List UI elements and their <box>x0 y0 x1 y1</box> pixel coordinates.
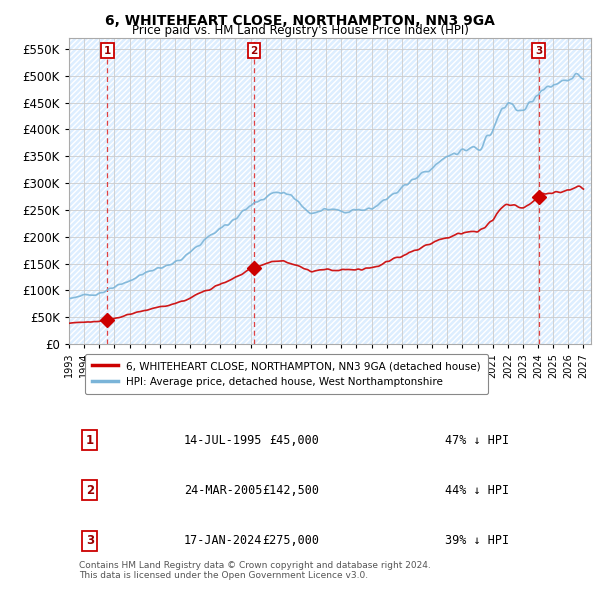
Text: 3: 3 <box>535 45 542 55</box>
Text: 2: 2 <box>86 484 94 497</box>
Text: Contains HM Land Registry data © Crown copyright and database right 2024.
This d: Contains HM Land Registry data © Crown c… <box>79 561 431 581</box>
Legend: 6, WHITEHEART CLOSE, NORTHAMPTON, NN3 9GA (detached house), HPI: Average price, : 6, WHITEHEART CLOSE, NORTHAMPTON, NN3 9G… <box>85 354 488 394</box>
Text: 1: 1 <box>104 45 111 55</box>
Text: 2: 2 <box>250 45 257 55</box>
Text: £142,500: £142,500 <box>263 484 320 497</box>
Text: 17-JAN-2024: 17-JAN-2024 <box>184 535 262 548</box>
Text: 44% ↓ HPI: 44% ↓ HPI <box>445 484 509 497</box>
Text: 47% ↓ HPI: 47% ↓ HPI <box>445 434 509 447</box>
Text: 14-JUL-1995: 14-JUL-1995 <box>184 434 262 447</box>
Text: £275,000: £275,000 <box>263 535 320 548</box>
Text: 24-MAR-2005: 24-MAR-2005 <box>184 484 262 497</box>
Text: 3: 3 <box>86 535 94 548</box>
Text: 1: 1 <box>86 434 94 447</box>
Text: 6, WHITEHEART CLOSE, NORTHAMPTON, NN3 9GA: 6, WHITEHEART CLOSE, NORTHAMPTON, NN3 9G… <box>105 14 495 28</box>
Text: 39% ↓ HPI: 39% ↓ HPI <box>445 535 509 548</box>
Text: £45,000: £45,000 <box>269 434 320 447</box>
Text: Price paid vs. HM Land Registry's House Price Index (HPI): Price paid vs. HM Land Registry's House … <box>131 24 469 37</box>
